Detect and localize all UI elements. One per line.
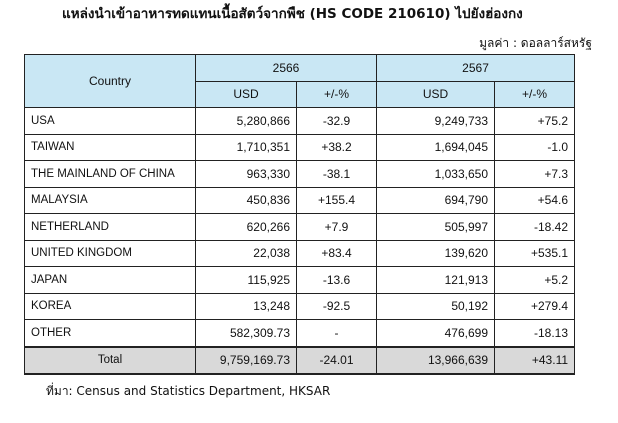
usd-2566-cell: 963,330 [195, 160, 297, 188]
header-pct-2566: +/-% [295, 80, 378, 108]
usd-2566-cell: 620,266 [195, 213, 297, 241]
pct-2567-cell: +54.6 [494, 186, 576, 214]
usd-2566-cell: 5,280,866 [195, 107, 297, 135]
table-row: THE MAINLAND OF CHINA 963,330 -38.1 1,033,6… [24, 160, 576, 188]
usd-2566-cell: 22,038 [195, 239, 297, 267]
country-cell: NETHERLAND [24, 213, 196, 241]
source-note: ที่มา: Census and Statistics Department,… [46, 384, 331, 398]
country-cell: UNITED KINGDOM [24, 239, 196, 267]
usd-2567-cell: 139,620 [376, 239, 496, 267]
pct-2566-cell: +7.9 [295, 213, 378, 241]
usd-2567-cell: 9,249,733 [376, 107, 496, 135]
header-usd-2567: USD [376, 80, 496, 108]
table-row: MALAYSIA 450,836 +155.4 694,790 +54.6 [24, 186, 576, 214]
usd-2567-cell: 476,699 [376, 319, 496, 347]
header-pct-2567: +/-% [494, 80, 576, 108]
table-row: KOREA 13,248 -92.5 50,192 +279.4 [24, 292, 576, 320]
country-cell: THE MAINLAND OF CHINA [24, 160, 196, 188]
usd-2567-cell: 1,033,650 [376, 160, 496, 188]
pct-2567-cell: -18.13 [494, 319, 576, 347]
country-cell: KOREA [24, 292, 196, 320]
pct-2566-cell: -92.5 [295, 292, 378, 320]
pct-2567-cell: +5.2 [494, 266, 576, 294]
pct-2566-cell: +155.4 [295, 186, 378, 214]
country-cell: TAIWAN [24, 133, 196, 161]
usd-2567-cell: 505,997 [376, 213, 496, 241]
pct-2567-cell: +7.3 [494, 160, 576, 188]
pct-2567-cell: +535.1 [494, 239, 576, 267]
pct-2566-cell: +83.4 [295, 239, 378, 267]
table-row: OTHER 582,309.73-476,699 -18.13 [24, 319, 576, 347]
table-row: JAPAN 115,925 -13.6 121,913 +5.2 [24, 266, 576, 294]
usd-2567-cell: 50,192 [376, 292, 496, 320]
table-row: TAIWAN 1,710,351 +38.2 1,694,045 -1.0 [24, 133, 576, 161]
country-cell: OTHER [24, 319, 196, 347]
total-pct-2566: -24.01 [295, 345, 378, 375]
country-cell: USA [24, 107, 196, 135]
page-title: แหล่งนำเข้าอาหารทดแทนเนื้อสัตว์จากพืช (H… [62, 6, 523, 22]
usd-2566-cell: 13,248 [195, 292, 297, 320]
pct-2566-cell: -13.6 [295, 266, 378, 294]
total-label: Total [24, 345, 196, 375]
pct-2566-cell: +38.2 [295, 133, 378, 161]
pct-2567-cell: -18.42 [494, 213, 576, 241]
table-row: USA 5,280,866 -32.9 9,249,733 +75.2 [24, 107, 576, 135]
unit-note: มูลค่า : ดอลลาร์สหรัฐ [479, 36, 592, 50]
pct-2566-cell: - [295, 319, 378, 347]
usd-2566-cell: 1,710,351 [195, 133, 297, 161]
total-row: Total 9,759,169.73 -24.01 13,966,639 +43… [24, 345, 576, 375]
header-usd-2566: USD [195, 80, 297, 108]
usd-2566-cell: 115,925 [195, 266, 297, 294]
pct-2567-cell: +279.4 [494, 292, 576, 320]
header-country: Country [24, 54, 196, 108]
import-sources-table: Country 2566 2567 USD +/-% USD +/-% USA 5… [24, 54, 576, 375]
total-usd-2567: 13,966,639 [376, 345, 496, 375]
country-cell: MALAYSIA [24, 186, 196, 214]
usd-2567-cell: 121,913 [376, 266, 496, 294]
pct-2566-cell: -38.1 [295, 160, 378, 188]
table-row: UNITED KINGDOM 22,038 +83.4 139,620 +535.1 [24, 239, 576, 267]
pct-2566-cell: -32.9 [295, 107, 378, 135]
usd-2567-cell: 1,694,045 [376, 133, 496, 161]
header-year-2566: 2566 [194, 54, 378, 82]
total-pct-2567: +43.11 [494, 345, 576, 375]
usd-2566-cell: 450,836 [195, 186, 297, 214]
table-row: NETHERLAND 620,266 +7.9 505,997 -18.42 [24, 213, 576, 241]
country-cell: JAPAN [24, 266, 196, 294]
pct-2567-cell: -1.0 [494, 133, 576, 161]
total-usd-2566: 9,759,169.73 [195, 345, 297, 375]
usd-2567-cell: 694,790 [376, 186, 496, 214]
pct-2567-cell: +75.2 [494, 107, 576, 135]
header-year-2567: 2567 [376, 54, 576, 82]
usd-2566-cell: 582,309.73 [195, 319, 297, 347]
